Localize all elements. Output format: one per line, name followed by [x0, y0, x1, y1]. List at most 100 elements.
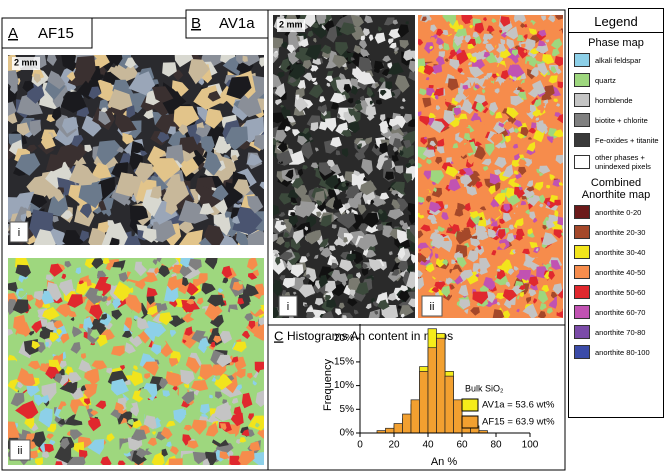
- grain: [129, 335, 143, 348]
- grain: [172, 264, 182, 274]
- grain: [252, 355, 259, 361]
- grain: [241, 330, 250, 339]
- grain: [24, 417, 35, 429]
- grain: [12, 299, 29, 314]
- grain: [422, 149, 435, 158]
- grain: [500, 16, 511, 27]
- grain: [540, 15, 546, 21]
- grain: [354, 31, 360, 37]
- grain: [477, 113, 481, 117]
- grain: [532, 298, 538, 304]
- grain: [448, 55, 453, 60]
- grain: [493, 192, 506, 206]
- grain: [35, 457, 43, 465]
- grain: [26, 210, 32, 219]
- grain: [53, 373, 63, 384]
- grain: [399, 145, 414, 159]
- grain: [517, 198, 529, 213]
- sub-label-box: [9, 221, 29, 243]
- grain: [463, 18, 471, 24]
- grain: [319, 246, 324, 252]
- grain: [531, 90, 536, 94]
- grain: [536, 18, 547, 30]
- grain: [247, 196, 264, 214]
- grain: [533, 130, 546, 143]
- grain: [229, 308, 240, 321]
- grain: [254, 422, 260, 428]
- grain: [515, 142, 524, 151]
- grain: [46, 433, 54, 440]
- grain: [64, 261, 72, 268]
- grain: [388, 28, 401, 39]
- grain: [526, 155, 533, 160]
- grain: [143, 108, 155, 119]
- grain: [75, 55, 96, 84]
- grain: [157, 132, 170, 143]
- grain: [500, 82, 510, 91]
- legend-swatch: [461, 398, 479, 412]
- grain: [284, 126, 291, 132]
- panel-a-header: [1, 17, 93, 49]
- grain: [282, 290, 287, 296]
- hist-bar: [393, 423, 403, 434]
- legend-label: anorthite 0-20: [595, 207, 642, 217]
- legend-swatch: [574, 285, 590, 299]
- scale-box: [277, 19, 305, 32]
- anorthite-list: anorthite 0-20 anorthite 20-30 anorthite 3…: [569, 205, 663, 359]
- grain: [466, 186, 478, 196]
- grain: [505, 281, 511, 288]
- grain: [114, 422, 133, 439]
- grain: [190, 308, 207, 323]
- grain: [541, 232, 558, 246]
- grain: [188, 59, 210, 85]
- grain: [134, 162, 155, 184]
- grain: [355, 282, 369, 296]
- hist-bar: [444, 375, 454, 434]
- grain: [388, 118, 399, 127]
- grain: [78, 280, 84, 285]
- grain: [172, 386, 178, 391]
- grain: [295, 205, 311, 218]
- grain: [555, 304, 563, 313]
- grain: [418, 212, 425, 219]
- grain: [165, 425, 177, 439]
- grain: [479, 206, 487, 211]
- legend-swatch: [574, 73, 590, 87]
- grain: [528, 127, 537, 134]
- grain: [79, 230, 89, 242]
- panel-letter: B: [191, 15, 201, 32]
- grain: [425, 263, 435, 273]
- grain: [482, 39, 489, 45]
- grain: [472, 291, 489, 305]
- grain: [345, 253, 356, 262]
- grain: [66, 456, 86, 465]
- grain: [490, 82, 494, 87]
- grain: [253, 134, 264, 151]
- grain: [88, 272, 98, 283]
- grain: [526, 296, 532, 304]
- legend-swatch: [574, 155, 590, 169]
- grain: [495, 249, 509, 265]
- grain: [345, 184, 360, 199]
- sub-label: i: [18, 227, 20, 239]
- grain: [418, 277, 425, 290]
- grain: [561, 232, 563, 237]
- grain: [296, 221, 312, 236]
- grain: [425, 179, 430, 185]
- grain: [238, 293, 250, 310]
- grain: [522, 38, 536, 51]
- grain: [529, 310, 538, 318]
- grain: [527, 137, 533, 140]
- grain: [130, 402, 140, 417]
- grain: [252, 269, 260, 277]
- grain: [152, 86, 174, 103]
- grain: [71, 134, 84, 147]
- grain: [161, 448, 168, 457]
- grain: [242, 55, 248, 62]
- grain: [483, 310, 496, 318]
- grain: [492, 263, 498, 271]
- grain: [519, 264, 522, 268]
- grain: [333, 239, 342, 246]
- grain: [354, 151, 366, 161]
- grain: [159, 258, 177, 269]
